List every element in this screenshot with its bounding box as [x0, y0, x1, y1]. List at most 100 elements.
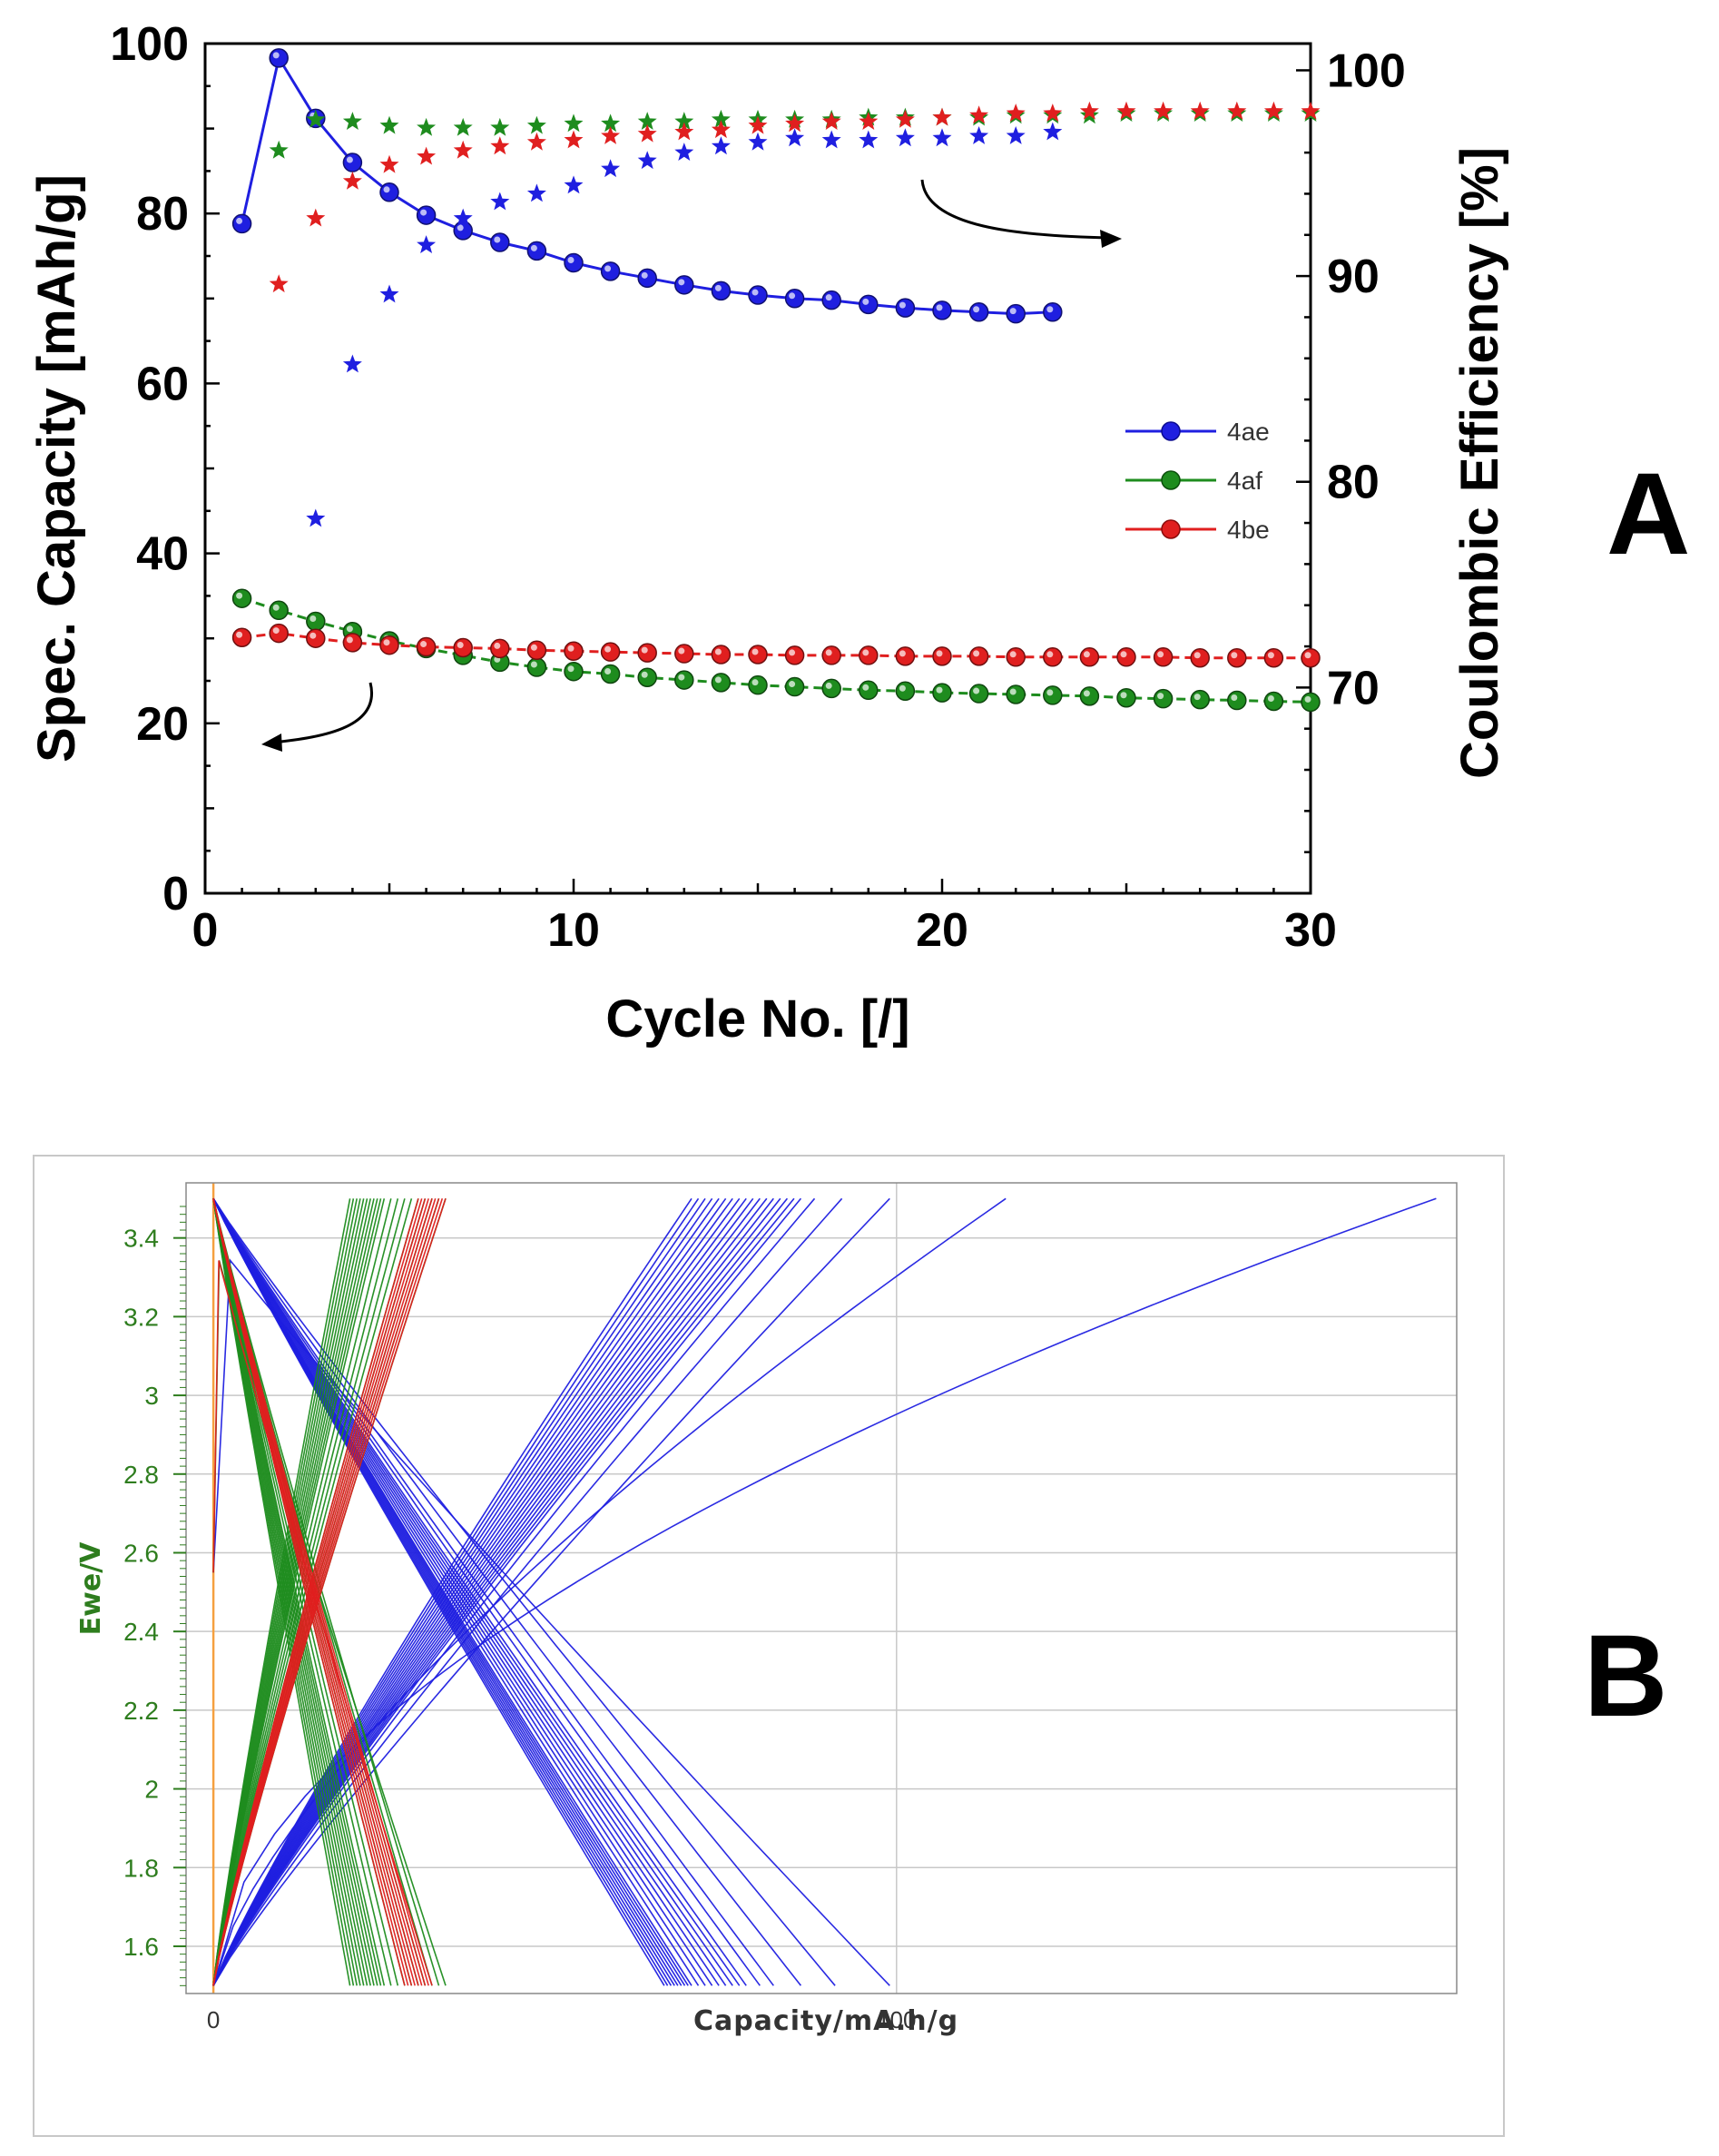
- star-4be-efficiency: [1227, 101, 1247, 120]
- point-highlight-4af-capacity: [751, 679, 759, 686]
- point-4af-capacity: [1116, 687, 1136, 708]
- point-highlight-4be-capacity: [825, 649, 832, 656]
- b-y-tick-label: 2.4: [123, 1618, 159, 1646]
- point-4ae-capacity: [968, 302, 989, 322]
- b-y-tick-label: 1.6: [123, 1933, 159, 1961]
- point-highlight-4ae-capacity: [604, 265, 612, 272]
- point-4af-capacity: [968, 684, 989, 704]
- b-curve-blue-charge: [212, 1197, 1437, 1986]
- point-highlight-4af-capacity: [1157, 693, 1164, 700]
- point-4af-capacity: [1301, 692, 1321, 713]
- star-4be-efficiency: [859, 112, 879, 130]
- x-tick-label: 0: [192, 904, 219, 957]
- point-highlight-4af-capacity: [309, 615, 317, 622]
- star-4be-efficiency: [269, 274, 289, 293]
- point-4ae-capacity: [859, 294, 879, 315]
- point-highlight-4af-capacity: [1046, 689, 1054, 696]
- y-right-tick-label: 90: [1327, 251, 1380, 303]
- b-y-tick-label: 1.8: [123, 1854, 159, 1882]
- b-curve-blue-charge: [212, 1197, 795, 1986]
- b-curve-blue-charge: [212, 1197, 789, 1986]
- star-4ae-efficiency: [969, 126, 989, 144]
- point-4be-capacity: [637, 643, 657, 663]
- star-4be-efficiency: [490, 136, 510, 155]
- star-4be-efficiency: [417, 146, 437, 165]
- b-curve-blue-charge: [212, 1197, 802, 1986]
- b-curve-green-charge: [212, 1198, 351, 1986]
- legend-label-4ae: 4ae: [1227, 418, 1270, 446]
- point-4af-capacity: [526, 657, 547, 677]
- b-curve-blue-charge: [212, 1197, 727, 1986]
- b-y-tick-label: 3.4: [123, 1225, 159, 1253]
- b-x-tick-label: 0: [207, 2006, 220, 2033]
- b-curve-red-charge: [212, 1198, 419, 1986]
- point-4be-capacity: [342, 633, 363, 653]
- panel-a-plot-frame: [203, 42, 1312, 895]
- b-curve-blue-charge: [212, 1197, 706, 1986]
- panel-b-curves: [212, 1197, 1437, 1986]
- point-highlight-4af-capacity: [862, 684, 869, 691]
- x-axis-title: Cycle No. [/]: [605, 989, 909, 1048]
- point-highlight-4be-capacity: [420, 641, 427, 648]
- star-4ae-efficiency: [564, 175, 584, 194]
- b-curve-blue-charge: [212, 1197, 781, 1986]
- b-y-tick-label: 2.2: [123, 1697, 159, 1725]
- star-4ae-efficiency: [785, 128, 805, 147]
- legend: 4ae 4af 4be: [1125, 418, 1270, 544]
- b-y-tick-label: 3: [144, 1382, 159, 1410]
- point-4af-capacity: [859, 680, 879, 701]
- b-y-axis-title: Ewe/V: [75, 1541, 107, 1636]
- star-4af-efficiency: [526, 115, 546, 134]
- panel-a-tick-labels: 0 10 20 30 0 20 40 60 80 100 70 80 90 100: [110, 18, 1406, 957]
- b-curve-green-discharge: [212, 1198, 440, 1986]
- point-highlight-4ae-capacity: [236, 217, 243, 224]
- point-highlight-4be-capacity: [641, 646, 648, 654]
- point-highlight-4be-capacity: [530, 644, 537, 651]
- b-curve-blue-charge: [212, 1197, 816, 1986]
- point-4af-capacity: [932, 683, 952, 703]
- legend-marker-4af: [1161, 470, 1181, 490]
- point-highlight-4be-capacity: [1193, 652, 1201, 659]
- point-highlight-4af-capacity: [899, 684, 906, 692]
- star-4af-efficiency: [453, 117, 473, 136]
- star-4be-efficiency: [564, 130, 584, 149]
- point-4ae-capacity: [564, 252, 584, 273]
- star-4ae-efficiency: [932, 128, 952, 147]
- b-x-axis-title: Capacity/mA.h/g: [693, 2005, 958, 2037]
- point-4be-capacity: [932, 646, 952, 666]
- x-tick-label: 10: [547, 904, 600, 957]
- point-highlight-4ae-capacity: [936, 304, 943, 311]
- b-curve-blue-charge: [212, 1197, 843, 1986]
- point-4be-capacity: [453, 637, 473, 658]
- point-highlight-4be-capacity: [1267, 652, 1274, 659]
- b-curve-blue-charge: [212, 1197, 890, 1986]
- point-4be-capacity: [1006, 647, 1026, 667]
- star-4ae-efficiency: [490, 192, 510, 211]
- star-4be-efficiency: [1116, 101, 1136, 120]
- star-4ae-efficiency: [711, 136, 731, 155]
- star-4be-efficiency: [453, 140, 473, 159]
- point-highlight-4af-capacity: [1193, 694, 1201, 701]
- b-curve-blue-charge: [212, 1197, 768, 1986]
- star-4ae-efficiency: [417, 235, 437, 253]
- star-4ae-efficiency: [1006, 126, 1026, 144]
- point-4be-capacity: [1043, 647, 1063, 667]
- y-right-tick-label: 100: [1327, 44, 1406, 97]
- point-4ae-capacity: [490, 232, 510, 252]
- star-4af-efficiency: [674, 112, 694, 130]
- point-highlight-4be-capacity: [1009, 651, 1017, 658]
- point-highlight-4af-capacity: [825, 682, 832, 689]
- arrow-to-right-axis: [920, 179, 1112, 240]
- point-4ae-capacity: [821, 290, 841, 310]
- point-4af-capacity: [600, 664, 621, 684]
- star-4be-efficiency: [932, 107, 952, 126]
- point-highlight-4be-capacity: [862, 649, 869, 656]
- b-curve-blue-discharge: [212, 1197, 802, 1986]
- b-curve-blue-charge: [212, 1197, 720, 1986]
- point-highlight-4be-capacity: [751, 648, 759, 655]
- point-highlight-4af-capacity: [973, 687, 980, 694]
- point-4be-capacity: [379, 635, 399, 655]
- point-4be-capacity: [1190, 647, 1210, 668]
- point-highlight-4ae-capacity: [457, 224, 464, 231]
- point-highlight-4be-capacity: [899, 650, 906, 657]
